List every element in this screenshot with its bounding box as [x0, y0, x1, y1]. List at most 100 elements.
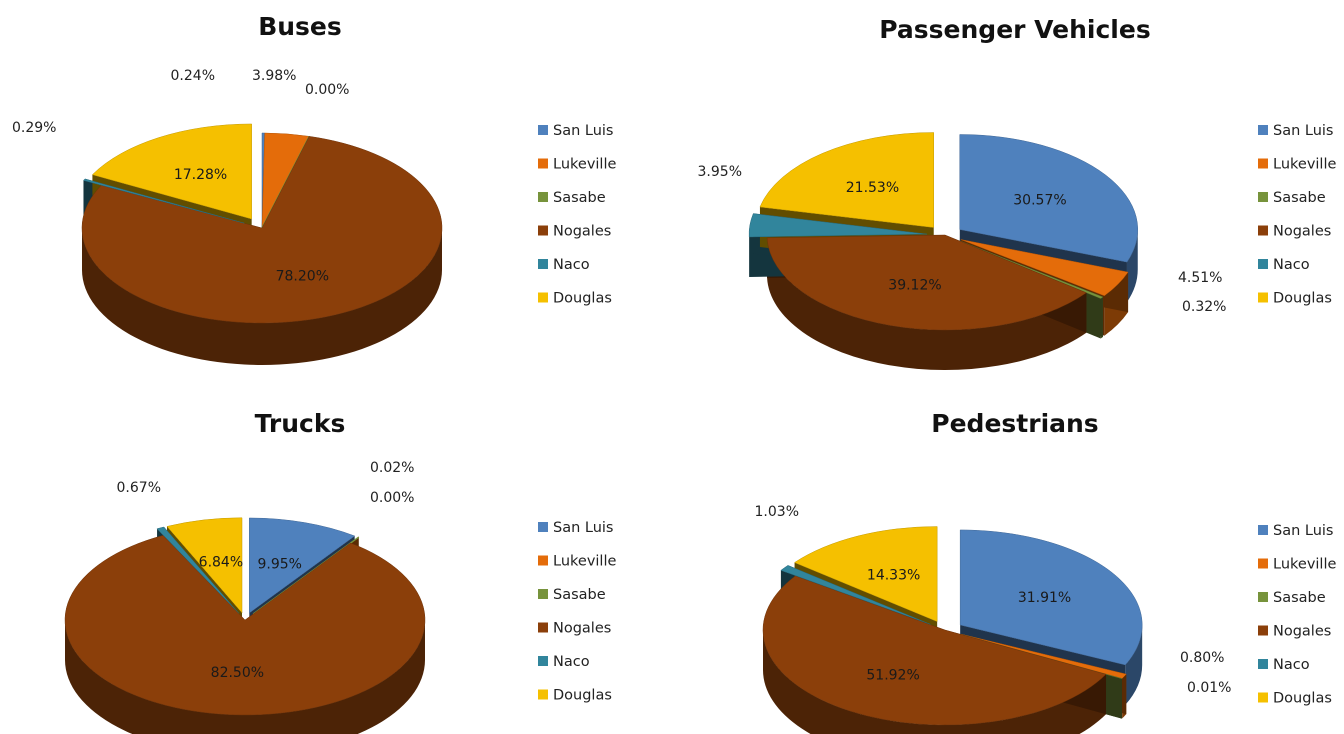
trucks-side-nogales	[65, 620, 425, 734]
pedestrians-label-lukeville: 0.80%	[1180, 650, 1224, 666]
buses-pie-slices	[81, 123, 443, 324]
passenger-vehicles-legend-swatch-sasabe	[1258, 192, 1268, 202]
passenger-vehicles-legend-label-naco: Naco	[1273, 257, 1310, 273]
pedestrians-title: Pedestrians	[931, 409, 1098, 438]
passenger-vehicles-legend-label-lukeville: Lukeville	[1273, 157, 1336, 173]
buses-title: Buses	[258, 12, 342, 41]
pedestrians-legend: San Luis Lukeville Sasabe Nogales Naco Dougla…	[1258, 523, 1336, 707]
trucks-slice-naco	[156, 526, 240, 614]
passenger-vehicles-side-san-luis	[1126, 229, 1138, 303]
pedestrians-slice-san-luis	[959, 529, 1143, 666]
buses-slice-douglas	[91, 123, 252, 220]
buses-legend-swatch-sasabe	[538, 192, 548, 202]
buses-legend-label-san-luis: San Luis	[553, 123, 614, 139]
passenger-vehicles-title: Passenger Vehicles	[879, 15, 1150, 44]
buses-legend-swatch-lukeville	[538, 158, 548, 169]
trucks-data-labels: 9.95% 0.02% 0.00% 82.50% 0.67% 6.84%	[117, 460, 415, 681]
buses-pie-chart: Buses 0.24% 3.98% 0.00% 78.20% 0.29% 17.28% San…	[12, 12, 616, 365]
pedestrians-legend-swatch-san-luis	[1258, 525, 1268, 535]
trucks-pie-slices	[64, 517, 426, 716]
trucks-pie-chart: Trucks 9.95% 0.02% 0.00% 82.50% 0.67% 6.84% San…	[64, 409, 616, 734]
pedestrians-legend-label-nogales: Nogales	[1273, 624, 1331, 640]
trucks-slice-san-luis	[249, 517, 356, 614]
pedestrians-legend-label-naco: Naco	[1273, 657, 1310, 673]
buses-legend-label-sasabe: Sasabe	[553, 190, 606, 206]
buses-legend-swatch-nogales	[538, 225, 548, 236]
pedestrians-legend-swatch-sasabe	[1258, 592, 1268, 602]
pedestrians-label-nogales: 51.92%	[866, 668, 919, 684]
passenger-vehicles-side-nogales	[767, 237, 1087, 371]
buses-legend-swatch-douglas	[538, 292, 548, 303]
pedestrians-label-sasabe: 0.01%	[1187, 680, 1231, 696]
passenger-vehicles-label-nogales: 39.12%	[888, 278, 941, 294]
pedestrians-slice-lukeville	[961, 633, 1127, 679]
pedestrians-legend-swatch-lukeville	[1258, 558, 1268, 569]
passenger-vehicles-slice-sasabe	[959, 240, 1104, 299]
trucks-label-nogales: 82.50%	[211, 665, 264, 681]
passenger-vehicles-data-labels: 30.57% 4.51% 0.32% 39.12% 3.95% 21.53%	[698, 164, 1227, 315]
buses-side-nogales	[82, 228, 442, 365]
passenger-vehicles-legend-swatch-douglas	[1258, 292, 1268, 303]
passenger-vehicles-label-sasabe: 0.32%	[1182, 299, 1226, 315]
trucks-legend-swatch-lukeville	[538, 555, 548, 566]
buses-label-douglas: 17.28%	[174, 167, 227, 183]
passenger-vehicles-slice-lukeville	[960, 239, 1129, 297]
buses-slice-nogales	[81, 136, 443, 324]
pedestrians-pie-slices	[762, 526, 1143, 726]
buses-legend-label-nogales: Nogales	[553, 224, 611, 240]
buses-legend-label-naco: Naco	[553, 257, 590, 273]
pedestrians-legend-swatch-nogales	[1258, 625, 1268, 636]
buses-label-naco: 0.29%	[12, 120, 56, 136]
pedestrians-data-labels: 31.91% 0.80% 0.01% 51.92% 1.03% 14.33%	[755, 504, 1232, 696]
pedestrians-label-san-luis: 31.91%	[1018, 590, 1071, 606]
pedestrians-legend-label-sasabe: Sasabe	[1273, 590, 1326, 606]
trucks-legend-swatch-douglas	[538, 689, 548, 700]
trucks-label-lukeville: 0.02%	[370, 460, 414, 476]
trucks-legend-label-douglas: Douglas	[553, 688, 612, 704]
passenger-vehicles-legend-swatch-naco	[1258, 259, 1268, 269]
passenger-vehicles-legend-label-douglas: Douglas	[1273, 291, 1332, 307]
buses-label-lukeville: 3.98%	[252, 68, 296, 84]
buses-legend-label-lukeville: Lukeville	[553, 157, 616, 173]
pedestrians-legend-label-lukeville: Lukeville	[1273, 557, 1336, 573]
passenger-vehicles-label-san-luis: 30.57%	[1013, 193, 1066, 209]
trucks-legend-swatch-naco	[538, 656, 548, 666]
passenger-vehicles-legend-label-sasabe: Sasabe	[1273, 190, 1326, 206]
buses-data-labels: 0.24% 3.98% 0.00% 78.20% 0.29% 17.28%	[12, 68, 349, 285]
buses-label-nogales: 78.20%	[276, 269, 329, 285]
pedestrians-pie-chart: Pedestrians 31.91% 0.80% 0.01% 51.92% 1.03% 14…	[755, 409, 1336, 734]
passenger-vehicles-slice-san-luis	[959, 134, 1138, 263]
buses-legend-swatch-naco	[538, 259, 548, 269]
trucks-legend-label-san-luis: San Luis	[553, 520, 614, 536]
pedestrians-label-douglas: 14.33%	[867, 567, 920, 583]
trucks-legend-swatch-sasabe	[538, 589, 548, 599]
passenger-vehicles-legend-label-nogales: Nogales	[1273, 224, 1331, 240]
pedestrians-slice-nogales	[762, 575, 1107, 726]
trucks-title: Trucks	[255, 409, 346, 438]
trucks-legend: San Luis Lukeville Sasabe Nogales Naco Dougla…	[538, 520, 616, 704]
buses-legend-label-douglas: Douglas	[553, 291, 612, 307]
trucks-legend-label-nogales: Nogales	[553, 621, 611, 637]
trucks-legend-swatch-san-luis	[538, 522, 548, 532]
passenger-vehicles-pie-slices	[748, 132, 1138, 331]
trucks-legend-swatch-nogales	[538, 622, 548, 633]
pedestrians-legend-swatch-naco	[1258, 659, 1268, 669]
pedestrians-legend-label-san-luis: San Luis	[1273, 523, 1334, 539]
trucks-slice-nogales	[64, 535, 426, 716]
buses-label-san-luis: 0.24%	[171, 68, 215, 84]
passenger-vehicles-slice-douglas	[759, 132, 934, 228]
trucks-legend-label-naco: Naco	[553, 654, 590, 670]
trucks-label-sasabe: 0.00%	[370, 490, 414, 506]
passenger-vehicles-label-douglas: 21.53%	[846, 180, 899, 196]
buses-legend-swatch-san-luis	[538, 125, 548, 135]
trucks-label-san-luis: 9.95%	[258, 556, 302, 572]
passenger-vehicles-slice-nogales	[766, 234, 1087, 331]
buses-legend: San Luis Lukeville Sasabe Nogales Naco Dougla…	[538, 123, 616, 307]
passenger-vehicles-legend: San Luis Lukeville Sasabe Nogales Naco Dougla…	[1258, 123, 1336, 307]
passenger-vehicles-legend-label-san-luis: San Luis	[1273, 123, 1334, 139]
trucks-label-douglas: 6.84%	[199, 555, 243, 571]
pedestrians-side-nogales	[763, 630, 1107, 734]
trucks-legend-label-sasabe: Sasabe	[553, 587, 606, 603]
pedestrians-legend-label-douglas: Douglas	[1273, 691, 1332, 707]
passenger-vehicles-legend-swatch-lukeville	[1258, 158, 1268, 169]
